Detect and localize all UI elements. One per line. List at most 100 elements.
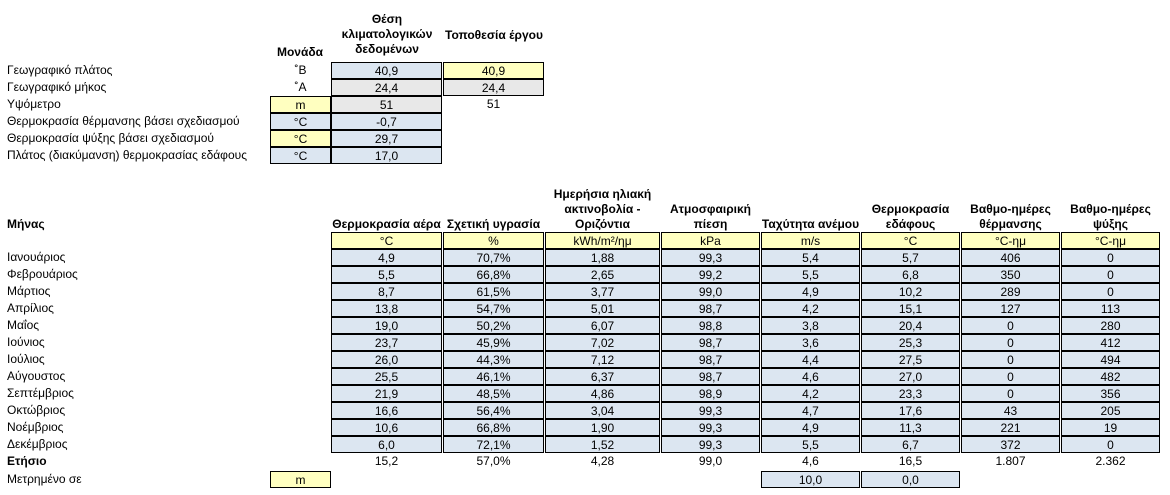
climate-value-cell[interactable]: 29,7 [331, 130, 442, 147]
monthly-value-cell[interactable]: 99,3 [661, 436, 760, 453]
monthly-value-cell[interactable]: 13,8 [331, 300, 442, 317]
unit-cell[interactable]: °C [270, 147, 331, 164]
monthly-value-cell[interactable]: 10,6 [331, 419, 442, 436]
column-unit-cell[interactable]: m/s [761, 232, 860, 249]
monthly-value-cell[interactable]: 5,4 [761, 249, 860, 266]
monthly-value-cell[interactable]: 98,7 [661, 368, 760, 385]
monthly-value-cell[interactable]: 3,04 [545, 402, 660, 419]
climate-value-cell[interactable]: 51 [331, 96, 442, 113]
column-unit-cell[interactable]: °C [861, 232, 960, 249]
monthly-value-cell[interactable]: 4,9 [761, 283, 860, 300]
monthly-value-cell[interactable]: 2,65 [545, 266, 660, 283]
monthly-value-cell[interactable]: 482 [1061, 368, 1160, 385]
monthly-value-cell[interactable]: 11,3 [861, 419, 960, 436]
monthly-value-cell[interactable]: 98,7 [661, 300, 760, 317]
monthly-value-cell[interactable]: 4,4 [761, 351, 860, 368]
monthly-value-cell[interactable]: 43 [961, 402, 1060, 419]
monthly-value-cell[interactable]: 98,8 [661, 317, 760, 334]
unit-cell[interactable]: °C [270, 113, 331, 130]
monthly-value-cell[interactable]: 5,7 [861, 249, 960, 266]
monthly-value-cell[interactable]: 7,12 [545, 351, 660, 368]
monthly-value-cell[interactable]: 113 [1061, 300, 1160, 317]
monthly-value-cell[interactable]: 0 [961, 385, 1060, 402]
monthly-value-cell[interactable]: 4,2 [761, 300, 860, 317]
column-unit-cell[interactable]: °C-ημ [1061, 232, 1160, 249]
monthly-value-cell[interactable]: 7,02 [545, 334, 660, 351]
monthly-value-cell[interactable]: 6,07 [545, 317, 660, 334]
monthly-value-cell[interactable]: 0 [1061, 283, 1160, 300]
monthly-value-cell[interactable]: 27,5 [861, 351, 960, 368]
monthly-value-cell[interactable]: 356 [1061, 385, 1160, 402]
climate-value-cell[interactable]: 17,0 [331, 147, 442, 164]
monthly-value-cell[interactable]: 494 [1061, 351, 1160, 368]
monthly-value-cell[interactable]: 4,6 [761, 368, 860, 385]
monthly-value-cell[interactable]: 26,0 [331, 351, 442, 368]
monthly-value-cell[interactable]: 44,3% [443, 351, 544, 368]
monthly-value-cell[interactable]: 280 [1061, 317, 1160, 334]
monthly-value-cell[interactable]: 205 [1061, 402, 1160, 419]
monthly-value-cell[interactable]: 6,8 [861, 266, 960, 283]
climate-value-cell[interactable]: 24,4 [331, 79, 442, 96]
monthly-value-cell[interactable]: 1,88 [545, 249, 660, 266]
unit-cell[interactable]: °C [270, 130, 331, 147]
measured-unit-cell[interactable]: m [270, 471, 331, 488]
monthly-value-cell[interactable]: 3,6 [761, 334, 860, 351]
monthly-value-cell[interactable]: 0 [961, 368, 1060, 385]
monthly-value-cell[interactable]: 70,7% [443, 249, 544, 266]
monthly-value-cell[interactable]: 99,3 [661, 249, 760, 266]
monthly-value-cell[interactable]: 127 [961, 300, 1060, 317]
monthly-value-cell[interactable]: 16,6 [331, 402, 442, 419]
column-unit-cell[interactable]: kPa [661, 232, 760, 249]
climate-value-cell[interactable]: 40,9 [331, 62, 442, 79]
monthly-value-cell[interactable]: 98,7 [661, 334, 760, 351]
monthly-value-cell[interactable]: 46,1% [443, 368, 544, 385]
project-value-cell[interactable]: 51 [486, 97, 501, 111]
monthly-value-cell[interactable]: 0 [1061, 249, 1160, 266]
monthly-value-cell[interactable]: 23,3 [861, 385, 960, 402]
monthly-value-cell[interactable]: 27,0 [861, 368, 960, 385]
monthly-value-cell[interactable]: 54,7% [443, 300, 544, 317]
monthly-value-cell[interactable]: 66,8% [443, 266, 544, 283]
ground-measured-depth-cell[interactable]: 0,0 [861, 471, 960, 488]
monthly-value-cell[interactable]: 4,2 [761, 385, 860, 402]
monthly-value-cell[interactable]: 19 [1061, 419, 1160, 436]
monthly-value-cell[interactable]: 15,1 [861, 300, 960, 317]
monthly-value-cell[interactable]: 98,7 [661, 351, 760, 368]
wind-measured-height-cell[interactable]: 10,0 [761, 471, 860, 488]
monthly-value-cell[interactable]: 99,3 [661, 419, 760, 436]
monthly-value-cell[interactable]: 0 [1061, 436, 1160, 453]
monthly-value-cell[interactable]: 25,3 [861, 334, 960, 351]
monthly-value-cell[interactable]: 3,8 [761, 317, 860, 334]
monthly-value-cell[interactable]: 48,5% [443, 385, 544, 402]
monthly-value-cell[interactable]: 4,9 [761, 419, 860, 436]
monthly-value-cell[interactable]: 10,2 [861, 283, 960, 300]
monthly-value-cell[interactable]: 289 [961, 283, 1060, 300]
monthly-value-cell[interactable]: 99,0 [661, 283, 760, 300]
monthly-value-cell[interactable]: 6,7 [861, 436, 960, 453]
monthly-value-cell[interactable]: 3,77 [545, 283, 660, 300]
monthly-value-cell[interactable]: 0 [961, 317, 1060, 334]
monthly-value-cell[interactable]: 61,5% [443, 283, 544, 300]
monthly-value-cell[interactable]: 66,8% [443, 419, 544, 436]
unit-cell[interactable]: m [270, 96, 331, 113]
monthly-value-cell[interactable]: 4,7 [761, 402, 860, 419]
column-unit-cell[interactable]: kWh/m²/ημ [545, 232, 660, 249]
monthly-value-cell[interactable]: 17,6 [861, 402, 960, 419]
monthly-value-cell[interactable]: 5,5 [331, 266, 442, 283]
monthly-value-cell[interactable]: 221 [961, 419, 1060, 436]
monthly-value-cell[interactable]: 23,7 [331, 334, 442, 351]
monthly-value-cell[interactable]: 5,01 [545, 300, 660, 317]
column-unit-cell[interactable]: °C-ημ [961, 232, 1060, 249]
monthly-value-cell[interactable]: 99,3 [661, 402, 760, 419]
monthly-value-cell[interactable]: 99,2 [661, 266, 760, 283]
monthly-value-cell[interactable]: 4,9 [331, 249, 442, 266]
monthly-value-cell[interactable]: 25,5 [331, 368, 442, 385]
monthly-value-cell[interactable]: 372 [961, 436, 1060, 453]
monthly-value-cell[interactable]: 5,5 [761, 436, 860, 453]
monthly-value-cell[interactable]: 8,7 [331, 283, 442, 300]
column-unit-cell[interactable]: °C [331, 232, 442, 249]
monthly-value-cell[interactable]: 0 [961, 351, 1060, 368]
monthly-value-cell[interactable]: 0 [961, 334, 1060, 351]
monthly-value-cell[interactable]: 56,4% [443, 402, 544, 419]
monthly-value-cell[interactable]: 406 [961, 249, 1060, 266]
